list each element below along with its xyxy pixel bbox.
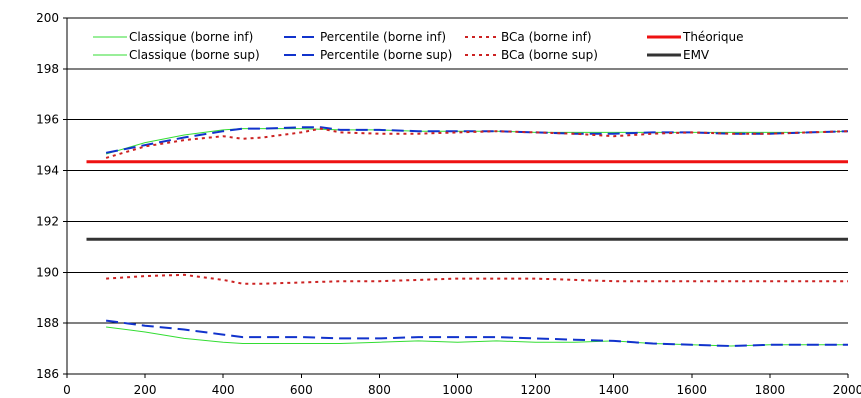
y-tick-label-1: 188 [36,316,59,330]
series-line-2 [105,319,848,347]
axes [63,17,849,378]
x-tick-label-2: 400 [212,383,235,397]
legend-label-2: Percentile (borne inf) [320,30,446,44]
x-tick-label-10: 2000 [833,383,861,397]
y-tick-label-5: 196 [36,113,59,127]
y-tick-label-3: 192 [36,214,59,228]
y-tick-label-4: 194 [36,164,59,178]
legend-label-3: Percentile (borne sup) [320,48,452,62]
y-tick-label-2: 190 [36,265,59,279]
x-tick-label-7: 1400 [598,383,629,397]
y-tick-label-6: 198 [36,62,59,76]
legend-label-1: Classique (borne sup) [129,48,260,62]
x-tick-label-4: 800 [368,383,391,397]
series-line-0 [106,326,848,347]
x-tick-label-3: 600 [290,383,313,397]
y-tick-label-7: 200 [36,11,59,25]
legend-label-0: Classique (borne inf) [129,30,253,44]
legend-label-6: Théorique [682,30,744,44]
legend-label-7: EMV [683,48,710,62]
legend: Classique (borne inf) Classique (borne su… [93,30,744,62]
series-lines [86,126,849,347]
legend-label-5: BCa (borne sup) [501,48,598,62]
legend-label-4: BCa (borne inf) [501,30,592,44]
grid-lines [67,17,848,324]
x-tick-label-5: 1000 [442,383,473,397]
y-tick-label-0: 186 [36,367,59,381]
x-tick-label-6: 1200 [520,383,551,397]
series-line-5 [105,127,849,159]
series-line-4 [106,273,848,285]
x-tick-label-0: 0 [63,383,71,397]
series-line-3 [105,126,849,154]
x-tick-label-9: 1800 [755,383,786,397]
x-tick-label-1: 200 [134,383,157,397]
x-tick-label-8: 1600 [677,383,708,397]
